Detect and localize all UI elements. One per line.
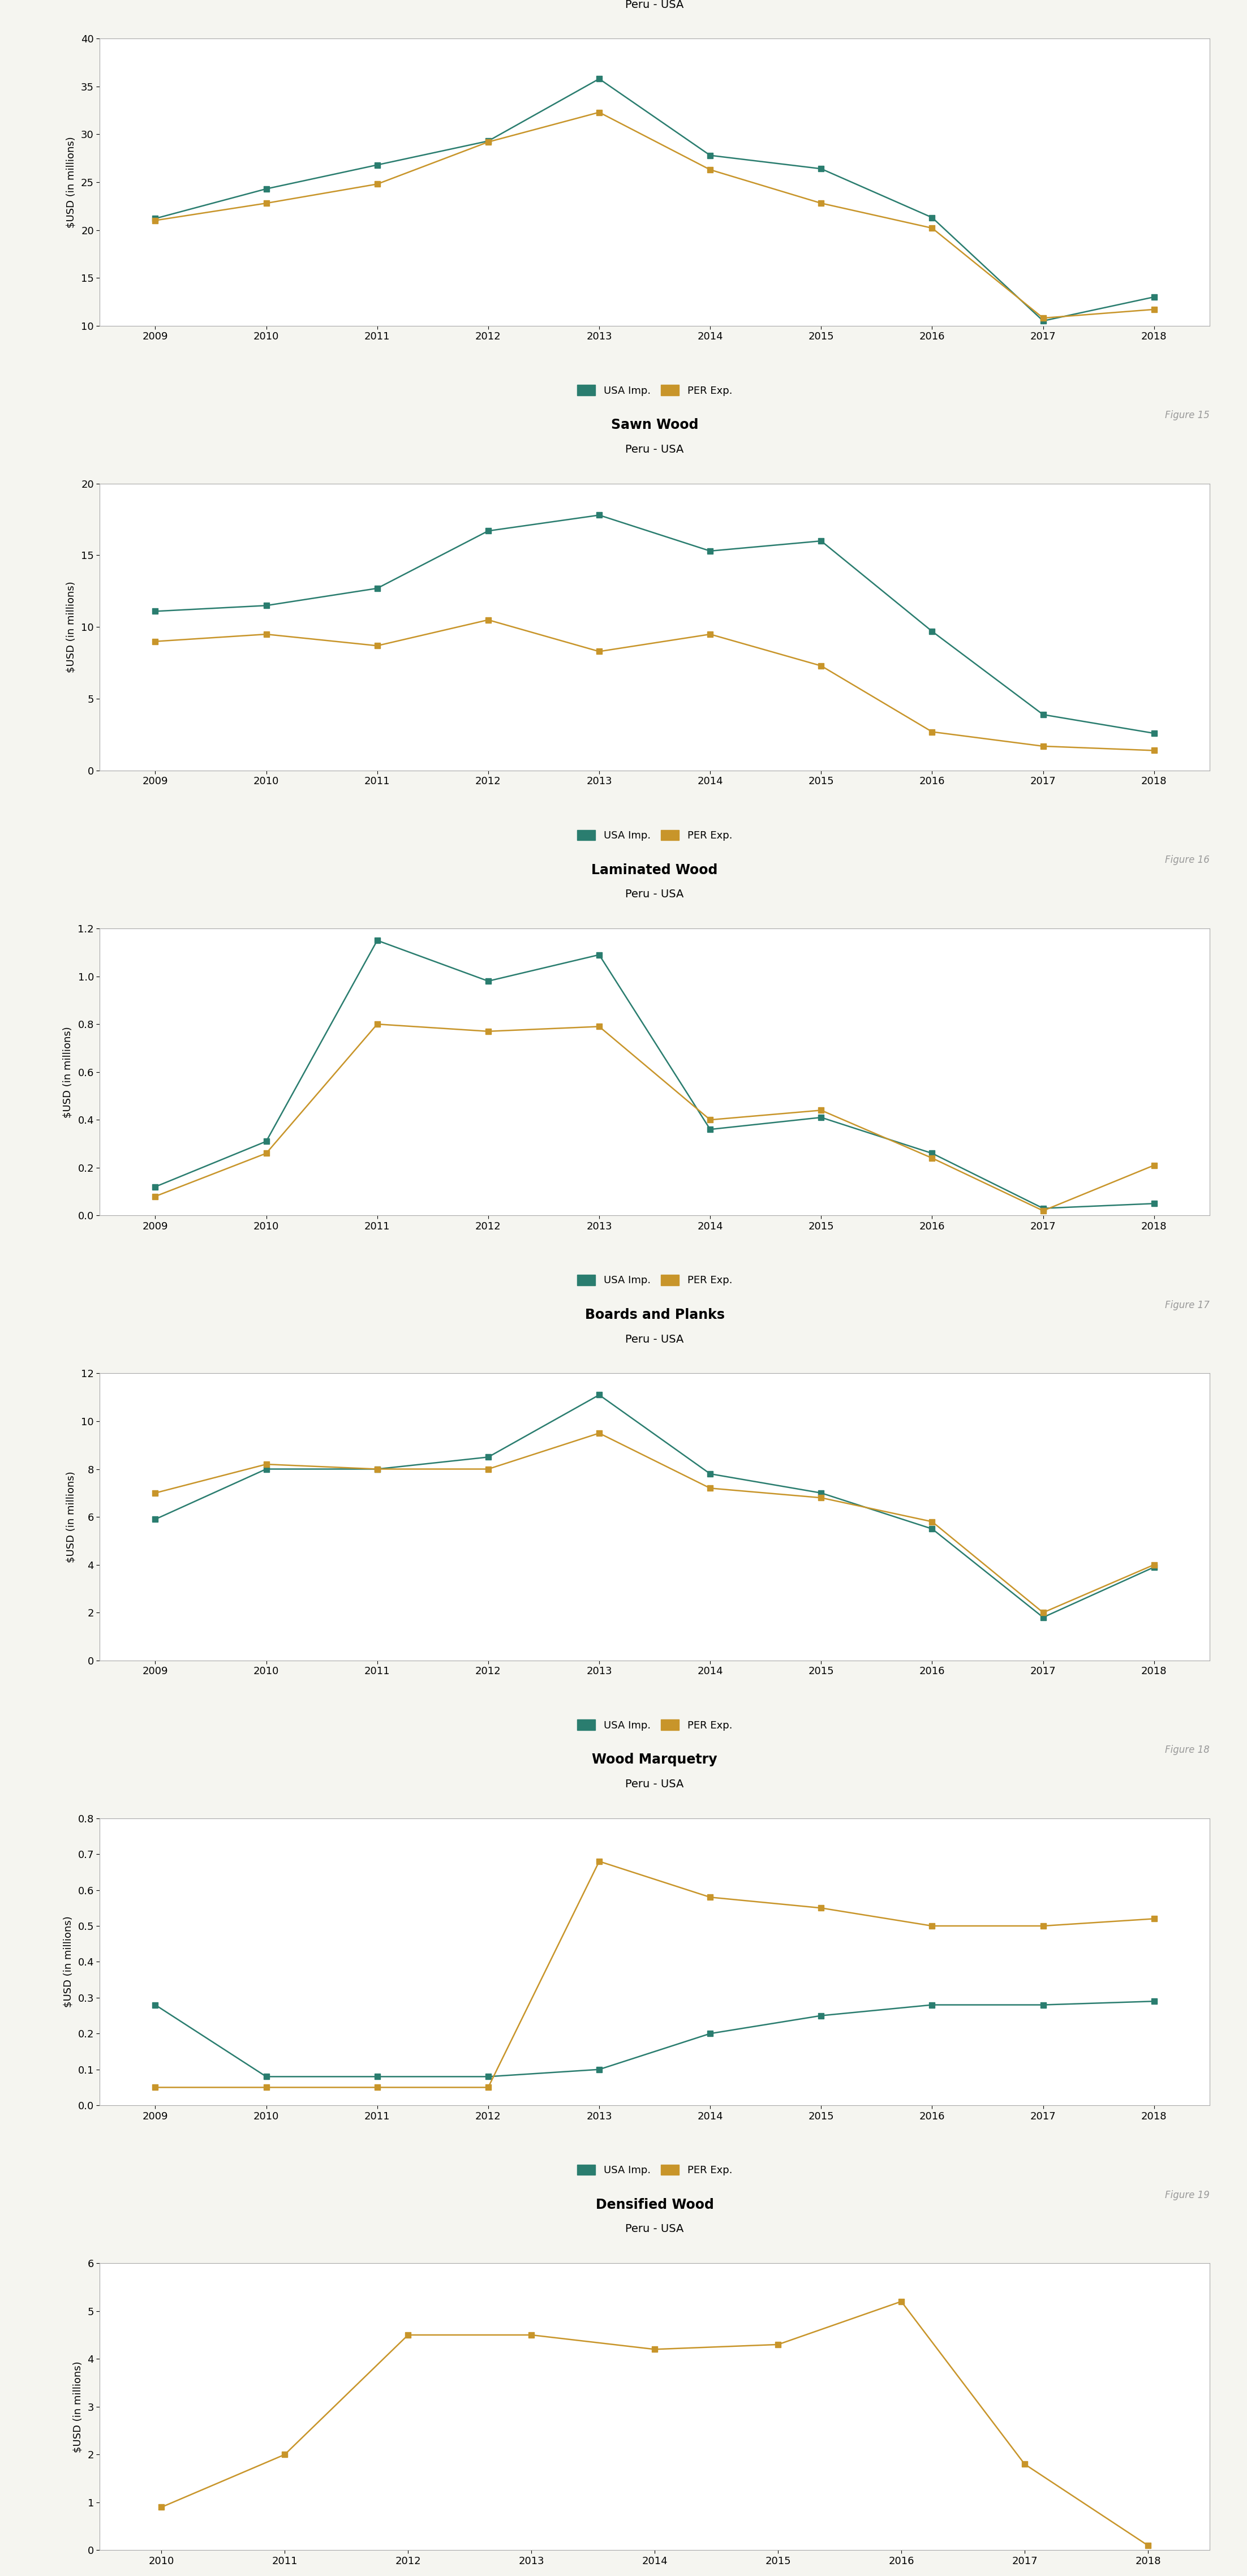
Text: Boards and Planks: Boards and Planks	[585, 1309, 725, 1321]
Y-axis label: $USD (in millions): $USD (in millions)	[62, 1917, 74, 2007]
Y-axis label: $USD (in millions): $USD (in millions)	[66, 137, 76, 227]
Text: Figure 15: Figure 15	[1165, 410, 1210, 420]
Legend: USA Imp., PER Exp.: USA Imp., PER Exp.	[572, 1270, 737, 1291]
Text: Laminated Wood: Laminated Wood	[591, 863, 718, 876]
Legend: USA Imp., PER Exp.: USA Imp., PER Exp.	[572, 2159, 737, 2182]
Text: Peru - USA: Peru - USA	[626, 1780, 683, 1790]
Text: Peru - USA: Peru - USA	[626, 0, 683, 10]
Y-axis label: $USD (in millions): $USD (in millions)	[62, 1025, 74, 1118]
Text: Densified Wood: Densified Wood	[596, 2197, 713, 2213]
Legend: USA Imp., PER Exp.: USA Imp., PER Exp.	[572, 379, 737, 402]
Y-axis label: $USD (in millions): $USD (in millions)	[66, 582, 76, 672]
Text: Sawn Wood: Sawn Wood	[611, 417, 698, 433]
Text: Peru - USA: Peru - USA	[626, 443, 683, 456]
Y-axis label: $USD (in millions): $USD (in millions)	[66, 1471, 76, 1564]
Text: Figure 16: Figure 16	[1165, 855, 1210, 866]
Y-axis label: $USD (in millions): $USD (in millions)	[72, 2362, 82, 2452]
Legend: USA Imp., PER Exp.: USA Imp., PER Exp.	[572, 824, 737, 845]
Text: Wood Marquetry: Wood Marquetry	[592, 1754, 717, 1767]
Text: Peru - USA: Peru - USA	[626, 2223, 683, 2233]
Legend: USA Imp., PER Exp.: USA Imp., PER Exp.	[572, 1716, 737, 1736]
Text: Figure 18: Figure 18	[1165, 1744, 1210, 1754]
Text: Figure 17: Figure 17	[1165, 1301, 1210, 1311]
Text: Figure 19: Figure 19	[1165, 2190, 1210, 2200]
Text: Peru - USA: Peru - USA	[626, 1334, 683, 1345]
Text: Peru - USA: Peru - USA	[626, 889, 683, 899]
